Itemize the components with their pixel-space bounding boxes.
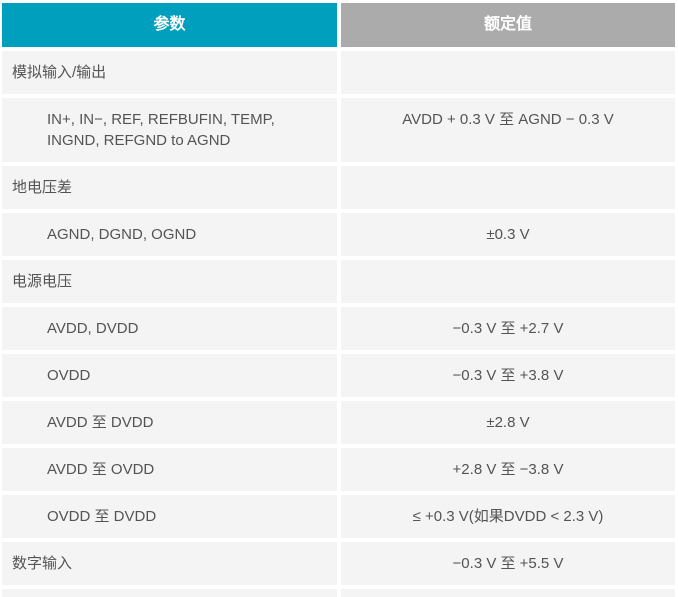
table-row: AVDD, DVDD −0.3 V 至 +2.7 V	[2, 307, 675, 350]
table-row: 数字输入 −0.3 V 至 +5.5 V	[2, 542, 675, 585]
header-param: 参数	[2, 3, 337, 47]
param-cell: IN+, IN−, REF, REFBUFIN, TEMP, INGND, RE…	[2, 98, 337, 162]
table-row: 电源电压	[2, 260, 675, 303]
value-cell: ±2.8 V	[341, 401, 675, 444]
value-cell: −0.3 V 至 +3.8 V	[341, 354, 675, 397]
table-row: 地电压差	[2, 166, 675, 209]
value-cell: ≤ +0.3 V(如果DVDD < 2.3 V)	[341, 495, 675, 538]
value-cell	[341, 51, 675, 94]
param-cell: AGND, DGND, OGND	[2, 213, 337, 256]
value-cell: ±0.3 V	[341, 213, 675, 256]
value-cell	[341, 589, 675, 597]
param-cell: OVDD	[2, 354, 337, 397]
param-cell: AVDD 至 OVDD	[2, 448, 337, 491]
table-header-row: 参数 额定值	[2, 3, 675, 47]
param-cell: AVDD, DVDD	[2, 307, 337, 350]
clipped-next-row	[2, 589, 675, 597]
param-cell	[2, 589, 337, 597]
param-cell: OVDD 至 DVDD	[2, 495, 337, 538]
header-value: 额定值	[341, 3, 675, 47]
value-cell	[341, 166, 675, 209]
param-cell: 地电压差	[2, 166, 337, 209]
value-cell: +2.8 V 至 −3.8 V	[341, 448, 675, 491]
value-cell	[341, 260, 675, 303]
param-cell: 模拟输入/输出	[2, 51, 337, 94]
param-cell: 电源电压	[2, 260, 337, 303]
value-cell: AVDD + 0.3 V 至 AGND − 0.3 V	[341, 98, 675, 162]
table-row: AGND, DGND, OGND ±0.3 V	[2, 213, 675, 256]
table-row: AVDD 至 DVDD ±2.8 V	[2, 401, 675, 444]
table-row: IN+, IN−, REF, REFBUFIN, TEMP, INGND, RE…	[2, 98, 675, 162]
value-cell: −0.3 V 至 +2.7 V	[341, 307, 675, 350]
param-cell: AVDD 至 DVDD	[2, 401, 337, 444]
table-row: OVDD 至 DVDD ≤ +0.3 V(如果DVDD < 2.3 V)	[2, 495, 675, 538]
table-row: 模拟输入/输出	[2, 51, 675, 94]
table-row: OVDD −0.3 V 至 +3.8 V	[2, 354, 675, 397]
value-cell: −0.3 V 至 +5.5 V	[341, 542, 675, 585]
table-row: AVDD 至 OVDD +2.8 V 至 −3.8 V	[2, 448, 675, 491]
param-cell: 数字输入	[2, 542, 337, 585]
